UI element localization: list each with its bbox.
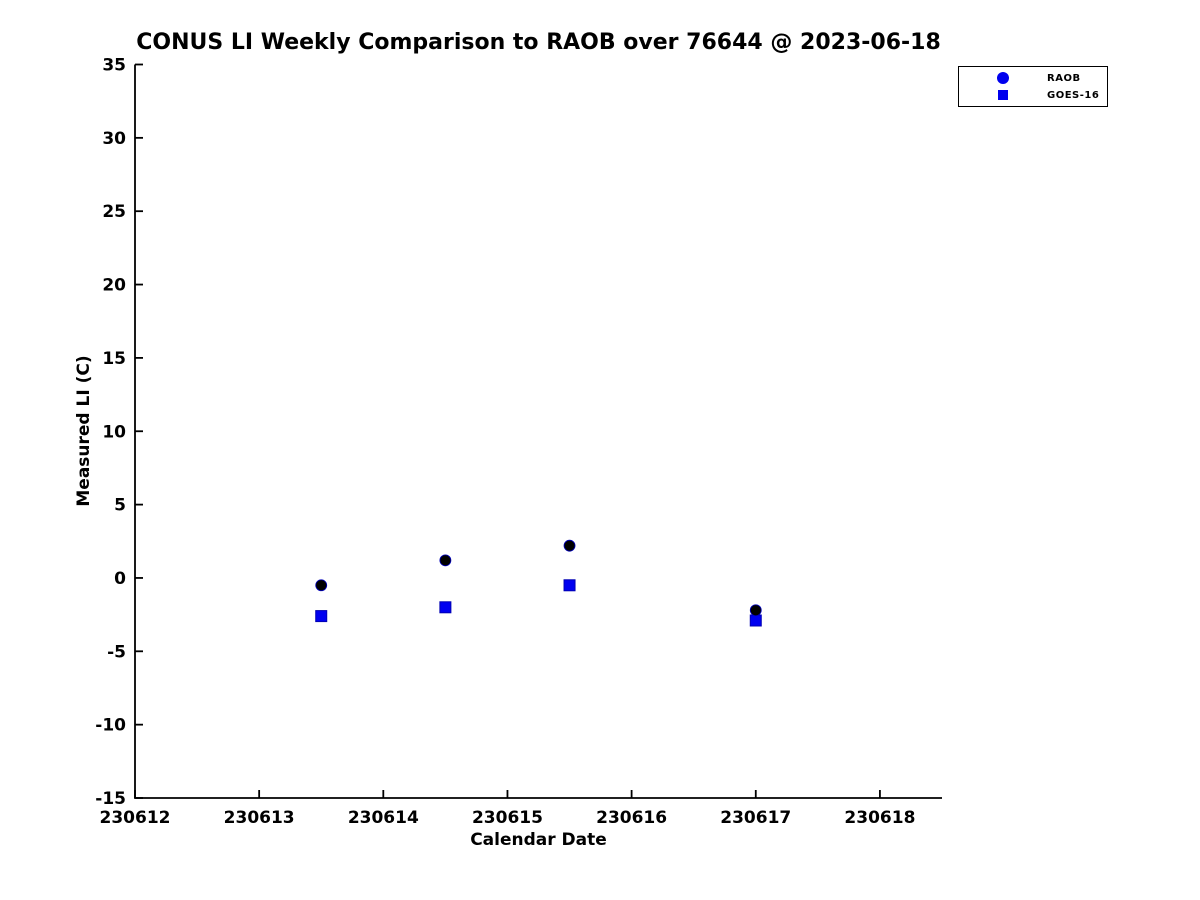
legend-marker-cell: [959, 90, 1047, 100]
x-tick-label: 230614: [348, 808, 419, 828]
raob-point: [315, 579, 328, 592]
raob-point: [563, 539, 576, 552]
x-axis-label: Calendar Date: [470, 830, 607, 850]
legend: RAOB GOES-16: [958, 66, 1108, 107]
raob-legend-circle-icon: [997, 72, 1009, 84]
y-tick-label: -10: [95, 716, 126, 736]
legend-item-goes16: GOES-16: [959, 89, 1107, 102]
y-tick-label: 20: [102, 276, 126, 296]
y-axis-label: Measured LI (C): [74, 355, 94, 507]
chart-title: CONUS LI Weekly Comparison to RAOB over …: [136, 30, 941, 55]
legend-label-goes16: GOES-16: [1047, 89, 1100, 101]
y-tick-label: 25: [102, 202, 126, 222]
x-tick-label: 230612: [100, 808, 171, 828]
y-tick-label: 10: [102, 422, 126, 442]
legend-marker-cell: [959, 72, 1047, 84]
legend-label-raob: RAOB: [1047, 72, 1081, 84]
raob-point: [749, 604, 762, 617]
raob-point: [439, 554, 452, 567]
x-tick-label: 230618: [844, 808, 915, 828]
goes16-legend-square-icon: [998, 90, 1008, 100]
y-tick-label: 5: [114, 496, 126, 516]
y-tick-label: -15: [95, 789, 126, 809]
x-tick-label: 230613: [224, 808, 295, 828]
x-tick-label: 230617: [720, 808, 791, 828]
y-tick-label: 15: [102, 349, 126, 369]
x-tick-label: 230616: [596, 808, 667, 828]
y-tick-label: 0: [114, 569, 126, 589]
y-tick-label: 30: [102, 129, 126, 149]
goes16-point: [563, 579, 576, 592]
y-tick-label: -5: [107, 642, 126, 662]
goes16-point: [315, 610, 328, 623]
x-tick-label: 230615: [472, 808, 543, 828]
legend-item-raob: RAOB: [959, 72, 1107, 85]
goes16-point: [749, 614, 762, 627]
y-tick-label: 35: [102, 56, 126, 76]
goes16-point: [439, 601, 452, 614]
